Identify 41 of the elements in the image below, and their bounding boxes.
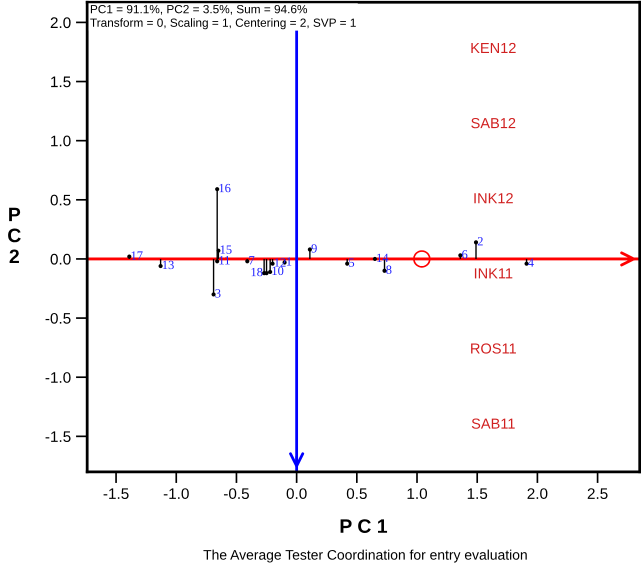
text: PC1 = 91.1%, PC2 = 3.5%, Sum = 94.6% Transform = 0, Scaling = 1, Centering = 2, SVP = 1 [90, 4, 356, 30]
y-tick-label: -0.5 [46, 312, 71, 324]
annotation: INK11 [474, 268, 512, 278]
x-tick-label: -0.5 [224, 488, 249, 500]
annotation: 6 [462, 250, 468, 259]
annotation: 3 [215, 289, 221, 298]
text: The Average Tester Coordination for entry evaluation [203, 550, 527, 563]
y-axis-title: PC2 [8, 208, 21, 264]
y-tick-label: 0.5 [50, 194, 71, 206]
x-tick-label: 1.5 [468, 488, 488, 500]
y-tick-label: 2.0 [50, 17, 71, 28]
annotation: KEN12 [471, 42, 516, 54]
x-tick-label: -1.5 [104, 488, 129, 500]
y-tick-label: -1.5 [46, 431, 71, 442]
annotation: 15 [220, 245, 232, 254]
annotation: 7 [249, 256, 254, 264]
annotation: 16 [219, 184, 231, 192]
x-tick-label: 2.5 [588, 488, 608, 500]
x-tick-label: 1.0 [408, 488, 428, 500]
annotation: 12 [274, 258, 286, 267]
annotation: 8 [386, 265, 392, 274]
annotation: SAB12 [471, 118, 516, 128]
x-tick-label: 0.0 [286, 488, 307, 500]
annotation: INK12 [474, 193, 513, 204]
y-tick-label: -1.0 [46, 372, 71, 383]
y-tick-label: 1.5 [51, 76, 71, 88]
x-axis-title: P C 1 [340, 519, 388, 533]
annotation: 9 [311, 244, 317, 253]
annotation: ROS11 [471, 343, 516, 354]
annotation: 10 [272, 266, 284, 276]
annotation: 4 [528, 258, 534, 267]
annotation: 5 [349, 258, 354, 267]
annotation: 13 [162, 260, 174, 270]
x-tick-label: -1.0 [164, 488, 189, 500]
x-tick-label: 0.5 [346, 488, 367, 500]
y-tick-label: 0.0 [50, 254, 71, 265]
annotation: 2 [478, 237, 483, 246]
y-tick-label: 1.0 [51, 136, 71, 146]
annotation: 18 [252, 268, 262, 276]
x-tick-label: 2.0 [528, 488, 548, 500]
annotation: SAB11 [472, 418, 515, 429]
